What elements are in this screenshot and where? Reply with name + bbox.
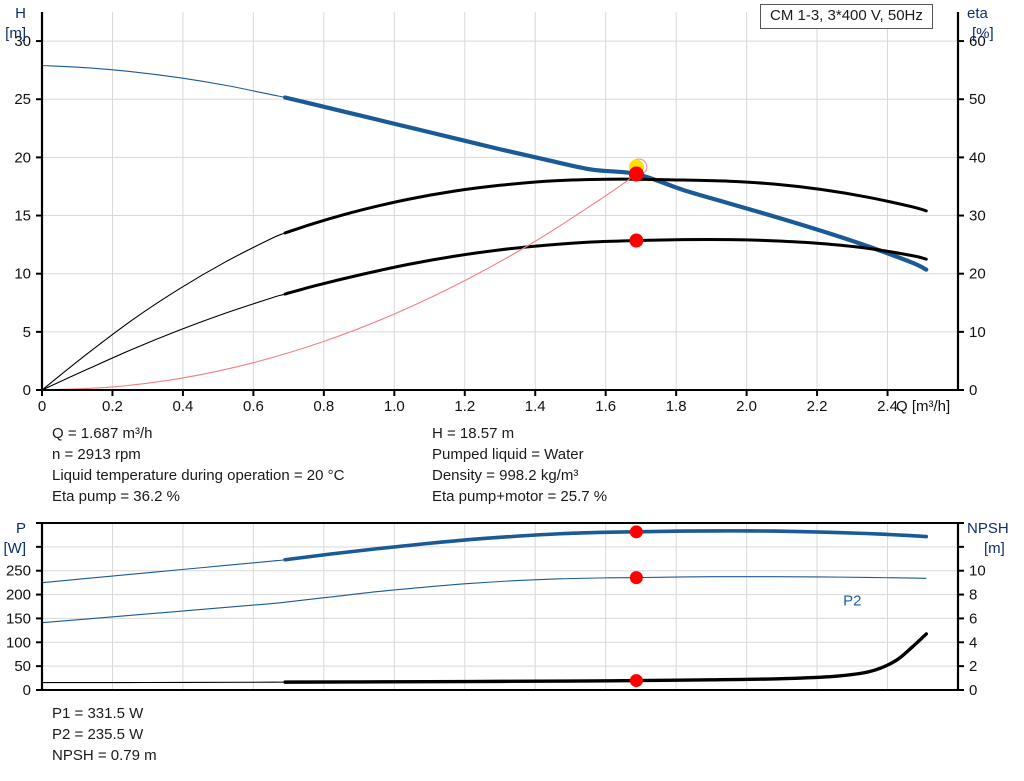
curve-eta-pump-thin	[41, 178, 927, 391]
tick-label-npsh: 10	[969, 563, 986, 580]
tick-label-eta: 20	[969, 266, 986, 283]
info-line-density: Density = 998.2 kg/m³	[432, 467, 579, 484]
operating-data-right: H = 18.57 m Pumped liquid = Water Densit…	[432, 423, 607, 507]
info-line-eta-pump: Eta pump = 36.2 %	[52, 488, 180, 505]
axis-title-p-unit: [W]	[4, 540, 27, 557]
tick-label-h: 30	[14, 33, 31, 50]
head-eta-chart-svg: 0 5 10 15 20 25 30 0 10 20 30 40 50 60 0 0.2 0.4 0.6 0.8 1.…	[5, 5, 994, 415]
tick-label-h: 10	[14, 266, 31, 283]
lower-axes	[36, 522, 964, 691]
tick-label-q: 2.2	[807, 398, 828, 415]
axis-title-npsh-unit: [m]	[984, 540, 1005, 557]
axis-title-q: Q [m³/h]	[896, 398, 950, 415]
axis-title-h: H	[15, 5, 26, 22]
info-line-p2: P2 = 235.5 W	[52, 726, 144, 743]
upper-axis-labels: 0 5 10 15 20 25 30 0 10 20 30 40 50 60 0 0.2 0.4 0.6 0.8 1.…	[5, 5, 994, 415]
info-line-liquid: Pumped liquid = Water	[432, 446, 584, 463]
info-line-q: Q = 1.687 m³/h	[52, 425, 153, 442]
tick-label-npsh: 4	[969, 634, 977, 651]
chart-title: CM 1-3, 3*400 V, 50Hz	[770, 7, 923, 24]
tick-label-p: 0	[23, 682, 31, 699]
axis-title-eta: eta	[967, 5, 989, 22]
info-line-npsh: NPSH = 0.79 m	[52, 747, 157, 764]
tick-label-eta: 50	[969, 91, 986, 108]
tick-label-q: 1.4	[525, 398, 546, 415]
tick-label-npsh: 8	[969, 587, 977, 604]
tick-label-h: 20	[14, 149, 31, 166]
duty-marker-p1-icon[interactable]	[629, 525, 643, 539]
tick-label-q: 1.2	[454, 398, 475, 415]
tick-label-h: 5	[23, 324, 31, 341]
curve-label-p1: P1	[843, 515, 861, 518]
info-line-eta-pump-motor: Eta pump+motor = 25.7 %	[432, 488, 608, 505]
duty-point-markers	[628, 158, 648, 248]
tick-label-p: 200	[6, 587, 31, 604]
tick-label-q: 0.6	[243, 398, 264, 415]
info-line-p1: P1 = 331.5 W	[52, 705, 144, 722]
tick-label-q: 0.2	[102, 398, 123, 415]
info-line-temp: Liquid temperature during operation = 20…	[52, 467, 345, 484]
tick-label-eta: 10	[969, 324, 986, 341]
tick-label-q: 1.8	[666, 398, 687, 415]
tick-label-p: 250	[6, 563, 31, 580]
tick-label-q: 2.0	[736, 398, 757, 415]
lower-gridlines	[41, 522, 958, 691]
tick-label-eta: 40	[969, 149, 986, 166]
curve-npsh-thin	[41, 633, 927, 684]
tick-label-q: 0.8	[313, 398, 334, 415]
axis-title-eta-unit: [%]	[972, 25, 994, 42]
operating-data-left: Q = 1.687 m³/h n = 2913 rpm Liquid tempe…	[52, 423, 344, 507]
tick-label-npsh: 0	[969, 682, 977, 699]
curve-p1-thick	[283, 529, 929, 562]
curve-label-p2: P2	[843, 593, 861, 610]
power-npsh-chart-svg: P1 P2 0 50 100 150 200 250 0 2 4 6 8 10 P [W] NPSH [m]	[4, 515, 1009, 699]
curve-eta-pump-motor-thick	[283, 238, 928, 296]
axis-title-p: P	[16, 520, 26, 537]
curve-system	[41, 173, 637, 391]
curve-h-head--thin	[41, 64, 927, 271]
tick-label-npsh: 6	[969, 610, 977, 627]
duty-point-markers	[629, 525, 643, 688]
tick-label-npsh: 2	[969, 658, 977, 675]
info-line-n: n = 2913 rpm	[52, 446, 141, 463]
tick-label-q: 0	[38, 398, 46, 415]
tick-label-q: 2.4	[877, 398, 898, 415]
head-eta-chart: 0 5 10 15 20 25 30 0 10 20 30 40 50 60 0 0.2 0.4 0.6 0.8 1.…	[5, 4, 994, 415]
upper-axes	[36, 12, 964, 396]
tick-label-h: 0	[23, 382, 31, 399]
tick-label-p: 100	[6, 634, 31, 651]
upper-gridlines	[41, 12, 958, 391]
tick-label-h: 25	[14, 91, 31, 108]
tick-label-q: 0.4	[172, 398, 193, 415]
duty-marker-head-icon[interactable]	[628, 166, 644, 182]
curve-eta-pump-thick	[283, 177, 928, 235]
tick-label-eta: 0	[969, 382, 977, 399]
duty-marker-p2-icon[interactable]	[629, 571, 643, 585]
curve-npsh-thick	[283, 632, 928, 684]
tick-label-p: 50	[14, 658, 31, 675]
tick-label-eta: 60	[969, 33, 986, 50]
lower-axis-labels: P1 P2 0 50 100 150 200 250 0 2 4 6 8 10 P [W] NPSH [m]	[4, 515, 1009, 699]
chart-title-box: CM 1-3, 3*400 V, 50Hz	[760, 4, 933, 29]
curve-h-head--thick	[282, 95, 929, 272]
power-npsh-results: P1 = 331.5 W P2 = 235.5 W NPSH = 0.79 m	[52, 703, 157, 766]
tick-label-q: 1.0	[384, 398, 405, 415]
axis-title-h-unit: [m]	[5, 25, 26, 42]
curve-eta-pump-motor-thin	[41, 238, 927, 391]
tick-label-p: 150	[6, 610, 31, 627]
tick-label-q: 1.6	[595, 398, 616, 415]
tick-label-eta: 30	[969, 208, 986, 225]
curve-p2-thin	[41, 576, 927, 624]
duty-marker-npsh-icon[interactable]	[629, 674, 643, 688]
tick-label-h: 15	[14, 208, 31, 225]
lower-curves	[41, 525, 929, 688]
upper-curves	[41, 64, 929, 391]
power-npsh-chart: P1 P2 0 50 100 150 200 250 0 2 4 6 8 10 P [W] NPSH [m]	[0, 515, 1024, 700]
duty-marker-eta-motor-icon[interactable]	[629, 233, 644, 248]
axis-title-npsh: NPSH	[967, 520, 1009, 537]
info-line-h: H = 18.57 m	[432, 425, 515, 442]
